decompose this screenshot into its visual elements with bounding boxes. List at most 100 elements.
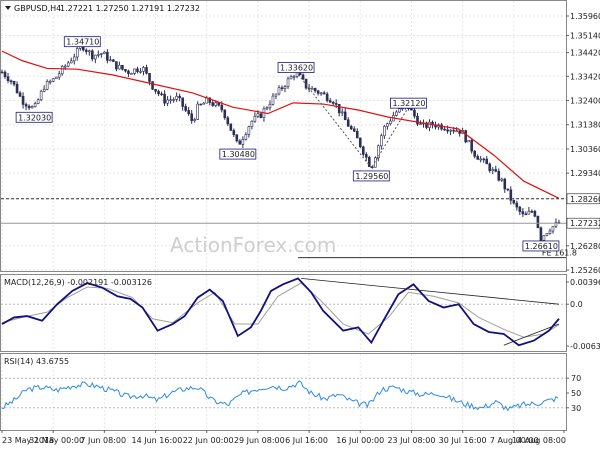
candle-body [211,102,215,106]
candle-body [491,169,495,172]
candle-body [202,102,206,105]
rsi-title: RSI(14) 43.6755 [4,357,69,366]
candle-body [328,100,332,103]
macd-title: MACD(12,26,9) -0.002191 -0.003126 [4,278,152,287]
fe-label: FE 161.8 [542,249,577,258]
candle-body [509,189,513,201]
candle-body [175,95,178,100]
candle-body [256,113,260,117]
price-tag-box [566,193,600,205]
price-tick-label: 1.35140 [570,31,600,40]
candle-body [253,115,257,122]
time-tick-label: 23 Jul 08:00 [387,436,435,445]
price-tick-label: 1.28260 [570,195,600,204]
macd-trendline [503,323,560,346]
price-tick-label: 1.30360 [570,145,600,154]
candle-body [18,92,22,97]
candle-body [208,97,212,103]
candle-body [151,81,154,90]
candle-body [280,87,284,90]
price-tag-box [566,217,600,229]
time-tick-label: 14 Jun 16:00 [132,436,183,445]
candle-body [36,99,40,104]
candle-body [413,109,416,117]
candle-body [109,59,112,62]
candle-body [343,111,347,121]
candle-body [259,113,263,118]
time-tick-label: 7 Aug 00:00 [490,436,539,445]
rsi-tick-label: 70 [571,374,581,383]
price-annotation-label: 1.30480 [222,150,255,159]
macd-line [1,277,560,347]
price-annotation-box [219,148,257,160]
candle-body [304,78,308,89]
symbol-label: GBPUSD,H4 [14,4,61,13]
candle-body [524,213,528,216]
candle-body [283,86,287,89]
candle-body [515,202,519,208]
candle-body [452,129,455,132]
time-tick-label: 6 Jul 16:00 [285,436,328,445]
candle-body [289,76,293,80]
candle-body [470,139,473,152]
candle-body [118,64,121,70]
candle-body [106,51,109,61]
macd-axis: 0.003964 0.0 -0.006324 [566,278,600,351]
candle-body [91,50,94,60]
candle-body [358,137,362,148]
candle-body [425,122,428,128]
candle-body [467,139,470,143]
candle-body [313,88,317,92]
candle-body [45,81,49,90]
candle-body [184,106,187,111]
candle-body [88,50,91,53]
candle-body [103,51,106,54]
price-annotation-box [522,240,560,252]
candle-body [443,128,446,131]
price-annotation-box [277,62,315,73]
time-tick-label: 29 Jun 08:00 [234,436,285,445]
candle-body [136,68,139,72]
candle-body [75,48,79,58]
candle-body [398,108,401,113]
candle-body [395,111,398,116]
candle-body [440,124,443,130]
price-tick-label: 1.26280 [570,242,600,251]
price-layer: FE 161.8 [0,43,577,259]
candle-body [42,88,46,92]
candle-body [148,73,151,82]
candle-body [301,74,305,80]
candle-body [60,66,64,75]
candle-body [322,92,326,95]
time-tick-label: 23 May 2018 [2,436,54,445]
candle-body [325,93,329,101]
candle-body [9,80,13,83]
candle-body [521,211,525,215]
candle-body [449,129,452,132]
dropdown-triangle-icon[interactable] [5,6,11,10]
price-tick-label: 1.29340 [570,169,600,178]
candle-body [226,117,230,125]
candle-body [334,103,338,105]
rsi-layer [1,377,566,412]
candle-body [364,154,368,158]
candle-body [190,113,193,121]
candle-body [160,93,163,96]
candle-body [274,93,278,97]
candle-body [172,99,175,101]
candle-body [97,53,100,56]
candle-body [368,156,371,167]
candle-body [271,95,275,105]
candle-body [371,166,374,168]
candle-body [33,103,37,107]
candle-body [154,88,157,92]
candle-body [142,67,145,72]
candle-body [361,146,365,155]
candle-body [214,102,218,106]
candle-body [178,95,181,99]
price-annotation-label: 1.32120 [392,99,425,108]
candle-body [494,169,498,172]
candle-body [316,90,320,94]
